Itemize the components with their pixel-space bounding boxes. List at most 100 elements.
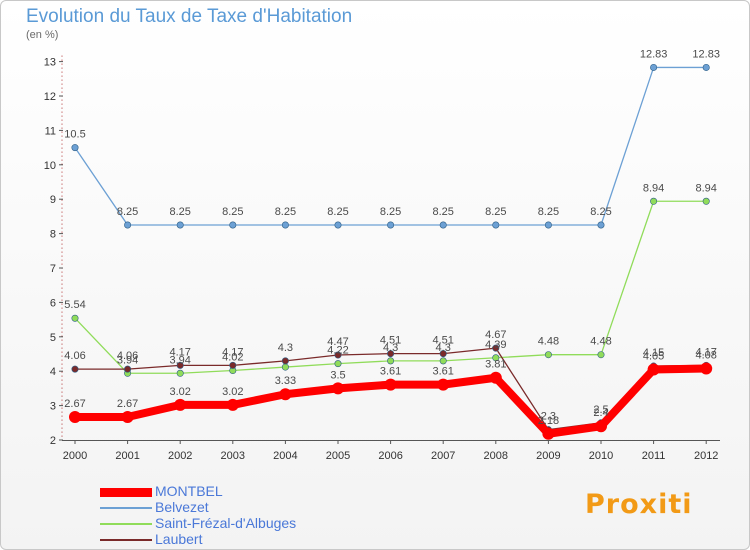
data-label-laubert: 4.15 [643,347,664,359]
data-label-laubert: 2.5 [593,404,608,416]
data-label-saint-fr-zal-d-albuges: 4.22 [327,345,348,357]
data-label-saint-fr-zal-d-albuges: 8.94 [695,182,716,194]
data-label-montbel: 2.67 [117,398,138,410]
data-label-saint-fr-zal-d-albuges: 3.94 [117,354,138,366]
legend-swatch-belvezet [100,507,152,509]
y-tick-label: 5 [50,332,56,344]
x-tick-label: 2012 [694,450,718,462]
data-point-montbel [174,398,187,411]
data-point-belvezet [387,221,395,229]
data-label-laubert: 4.67 [485,329,506,341]
y-tick-label: 4 [50,366,56,378]
data-point-montbel [121,410,134,423]
data-point-belvezet [492,221,500,229]
data-point-belvezet [334,221,342,229]
data-point-belvezet [702,63,710,71]
data-point-belvezet [229,221,237,229]
x-tick-label: 2007 [431,450,455,462]
y-tick-label: 7 [50,263,56,275]
data-label-saint-fr-zal-d-albuges: 4.39 [485,339,506,351]
data-label-montbel: 3.5 [330,369,345,381]
x-tick-label: 2011 [642,450,666,462]
data-point-saint-fr-zal-d-albuges [281,363,289,371]
data-label-laubert: 4.51 [432,335,453,347]
data-label-montbel: 3.33 [275,375,296,387]
data-point-montbel [226,398,239,411]
data-point-belvezet [176,221,184,229]
data-label-saint-fr-zal-d-albuges: 4.3 [436,342,451,354]
y-tick-label: 13 [44,57,56,69]
data-label-laubert: 4.51 [380,335,401,347]
data-label-belvezet: 8.25 [222,206,243,218]
data-point-montbel [542,427,555,440]
series-line-belvezet [74,66,707,226]
data-point-montbel [700,362,713,375]
data-point-belvezet [71,144,79,152]
y-tick-label: 3 [50,401,56,413]
data-point-montbel [69,410,81,423]
data-point-montbel [279,388,292,401]
data-point-belvezet [124,221,132,229]
legend-label-laubert: Laubert [155,531,203,547]
data-label-laubert: 4.06 [117,350,138,362]
legend-label-montbel: MONTBEL [155,483,223,499]
data-label-saint-fr-zal-d-albuges: 3.94 [169,354,190,366]
data-label-montbel: 3.61 [380,366,401,378]
data-point-montbel [437,378,450,391]
legend-swatch-montbel [100,488,152,497]
data-label-laubert: 4.06 [64,350,85,362]
legend-swatch-saint-frezal [100,523,152,525]
x-tick-label: 2003 [221,450,245,462]
data-label-montbel: 2.4 [593,407,608,419]
y-tick-label: 8 [50,229,56,241]
x-tick-label: 2005 [326,450,350,462]
data-label-saint-fr-zal-d-albuges: 5.54 [64,299,85,311]
y-tick-label: 2 [50,435,56,447]
x-tick-label: 2001 [115,450,139,462]
data-label-saint-fr-zal-d-albuges: 8.94 [643,182,664,194]
data-point-montbel [332,382,344,395]
chart-subtitle: (en %) [26,29,59,41]
data-label-belvezet: 8.25 [538,206,559,218]
data-point-belvezet [439,221,447,229]
data-label-belvezet: 8.25 [432,206,453,218]
y-tick-label: 11 [45,125,56,137]
y-tick-label: 6 [50,297,56,309]
data-label-belvezet: 10.5 [64,129,85,141]
data-point-laubert [281,357,289,365]
data-label-belvezet: 8.25 [485,206,506,218]
data-label-laubert: 4.47 [327,336,348,348]
proxiti-logo: Proxiti [585,489,693,520]
data-point-saint-fr-zal-d-albuges [439,357,447,365]
x-tick-label: 2009 [536,450,560,462]
data-point-laubert [124,365,132,373]
data-point-laubert [387,350,395,358]
data-point-montbel [595,420,607,433]
data-label-montbel: 3.02 [222,386,243,398]
x-tick-label: 2006 [378,450,402,462]
data-labels-layer: 5.54 3.94 3.94 4.02 4.22 4.3 4.3 4.39 4.48 4.48 8.… [64,48,720,426]
data-point-saint-fr-zal-d-albuges [650,197,658,205]
x-tick-label: 2002 [168,450,192,462]
data-label-laubert: 4.17 [222,346,243,358]
data-label-belvezet: 8.25 [327,206,348,218]
data-point-montbel [384,378,397,391]
series-line-montbel [75,364,707,438]
x-tick-label: 2010 [589,450,613,462]
data-point-laubert [439,350,447,358]
data-label-montbel: 2.18 [538,415,559,427]
data-point-saint-fr-zal-d-albuges [71,314,79,322]
chart-title: Evolution du Taux de Taxe d'Habitation [26,6,353,27]
data-label-saint-fr-zal-d-albuges: 4.3 [383,342,398,354]
x-tick-label: 2000 [63,450,87,462]
data-label-saint-fr-zal-d-albuges: 4.48 [590,336,611,348]
y-tick-label: 9 [50,194,56,206]
data-point-saint-fr-zal-d-albuges [492,354,500,362]
data-label-montbel: 3.81 [485,359,506,371]
data-label-belvezet: 8.25 [117,206,138,218]
data-point-saint-fr-zal-d-albuges [176,369,184,377]
x-tick-label: 2008 [484,450,508,462]
data-point-montbel [647,363,660,376]
y-tick-label: 10 [44,160,56,172]
